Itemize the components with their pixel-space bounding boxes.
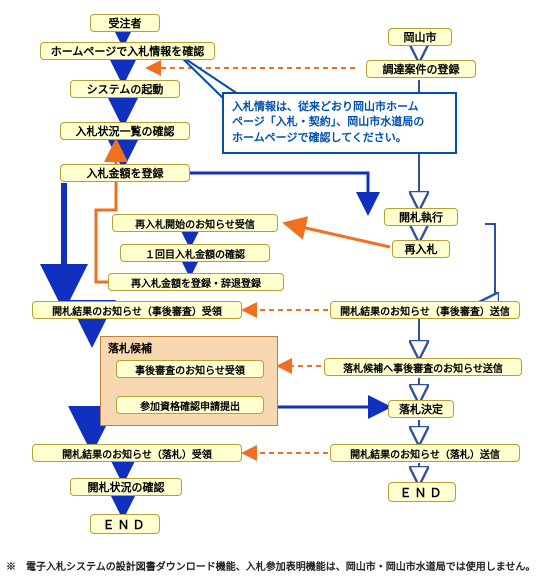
callout-info: 入札情報は、従来どおり岡山市ホーム ページ「入札・契約」、岡山市水道局の ホーム… [222,92,457,154]
node-bid-status-list: 入札状況一覧の確認 [60,122,190,140]
node-orderer: 受注者 [90,14,160,32]
node-award-decision: 落札決定 [388,400,454,418]
node-candidate-review-send: 落札候補へ事後審査のお知らせ送信 [324,358,522,376]
node-qualification-submit: 参加資格確認申請提出 [116,396,264,414]
callout-line2: ページ「入札・契約」、岡山市水道局の [232,115,447,130]
node-rebid-notice: 再入札開始のお知らせ受信 [112,214,278,232]
node-homepage-check: ホームページで入札情報を確認 [40,42,215,60]
node-result-send-review: 開札結果のお知らせ（事後審査）送信 [330,301,520,319]
node-okayama: 岡山市 [388,28,452,46]
node-system-start: システムの起動 [70,80,180,98]
callout-line3: ホームページで確認してください。 [232,131,447,146]
node-rebid: 再入札 [392,240,450,258]
node-result-notice-award: 開札結果のお知らせ（落札）受領 [32,444,242,462]
node-result-notice-review: 開札結果のお知らせ（事後審査）受領 [32,301,242,319]
node-procurement-register: 調達案件の登録 [366,60,476,78]
node-rebid-register: 再入札金額を登録・辞退登録 [108,273,284,291]
node-bid-amount-register: 入札金額を登録 [60,164,190,182]
flowchart-canvas: 受注者 ホームページで入札情報を確認 システムの起動 入札状況一覧の確認 入札金… [0,0,559,577]
footnote: ※ 電子入札システムの設計図書ダウンロード機能、入札参加表明機能は、岡山市・岡山… [6,558,535,573]
node-review-notice-receive: 事後審査のお知らせ受領 [116,360,264,378]
node-end-left: ＥＮＤ [90,514,160,534]
node-first-bid-confirm: １回目入札金額の確認 [120,244,270,262]
node-result-send-award: 開札結果のお知らせ（落札）送信 [330,444,520,462]
section-label: 落札候補 [108,340,152,356]
node-open-status-confirm: 開札状況の確認 [70,478,182,496]
node-end-right: ＥＮＤ [388,482,456,502]
node-bid-opening: 開札執行 [384,208,458,226]
callout-line1: 入札情報は、従来どおり岡山市ホーム [232,100,447,115]
